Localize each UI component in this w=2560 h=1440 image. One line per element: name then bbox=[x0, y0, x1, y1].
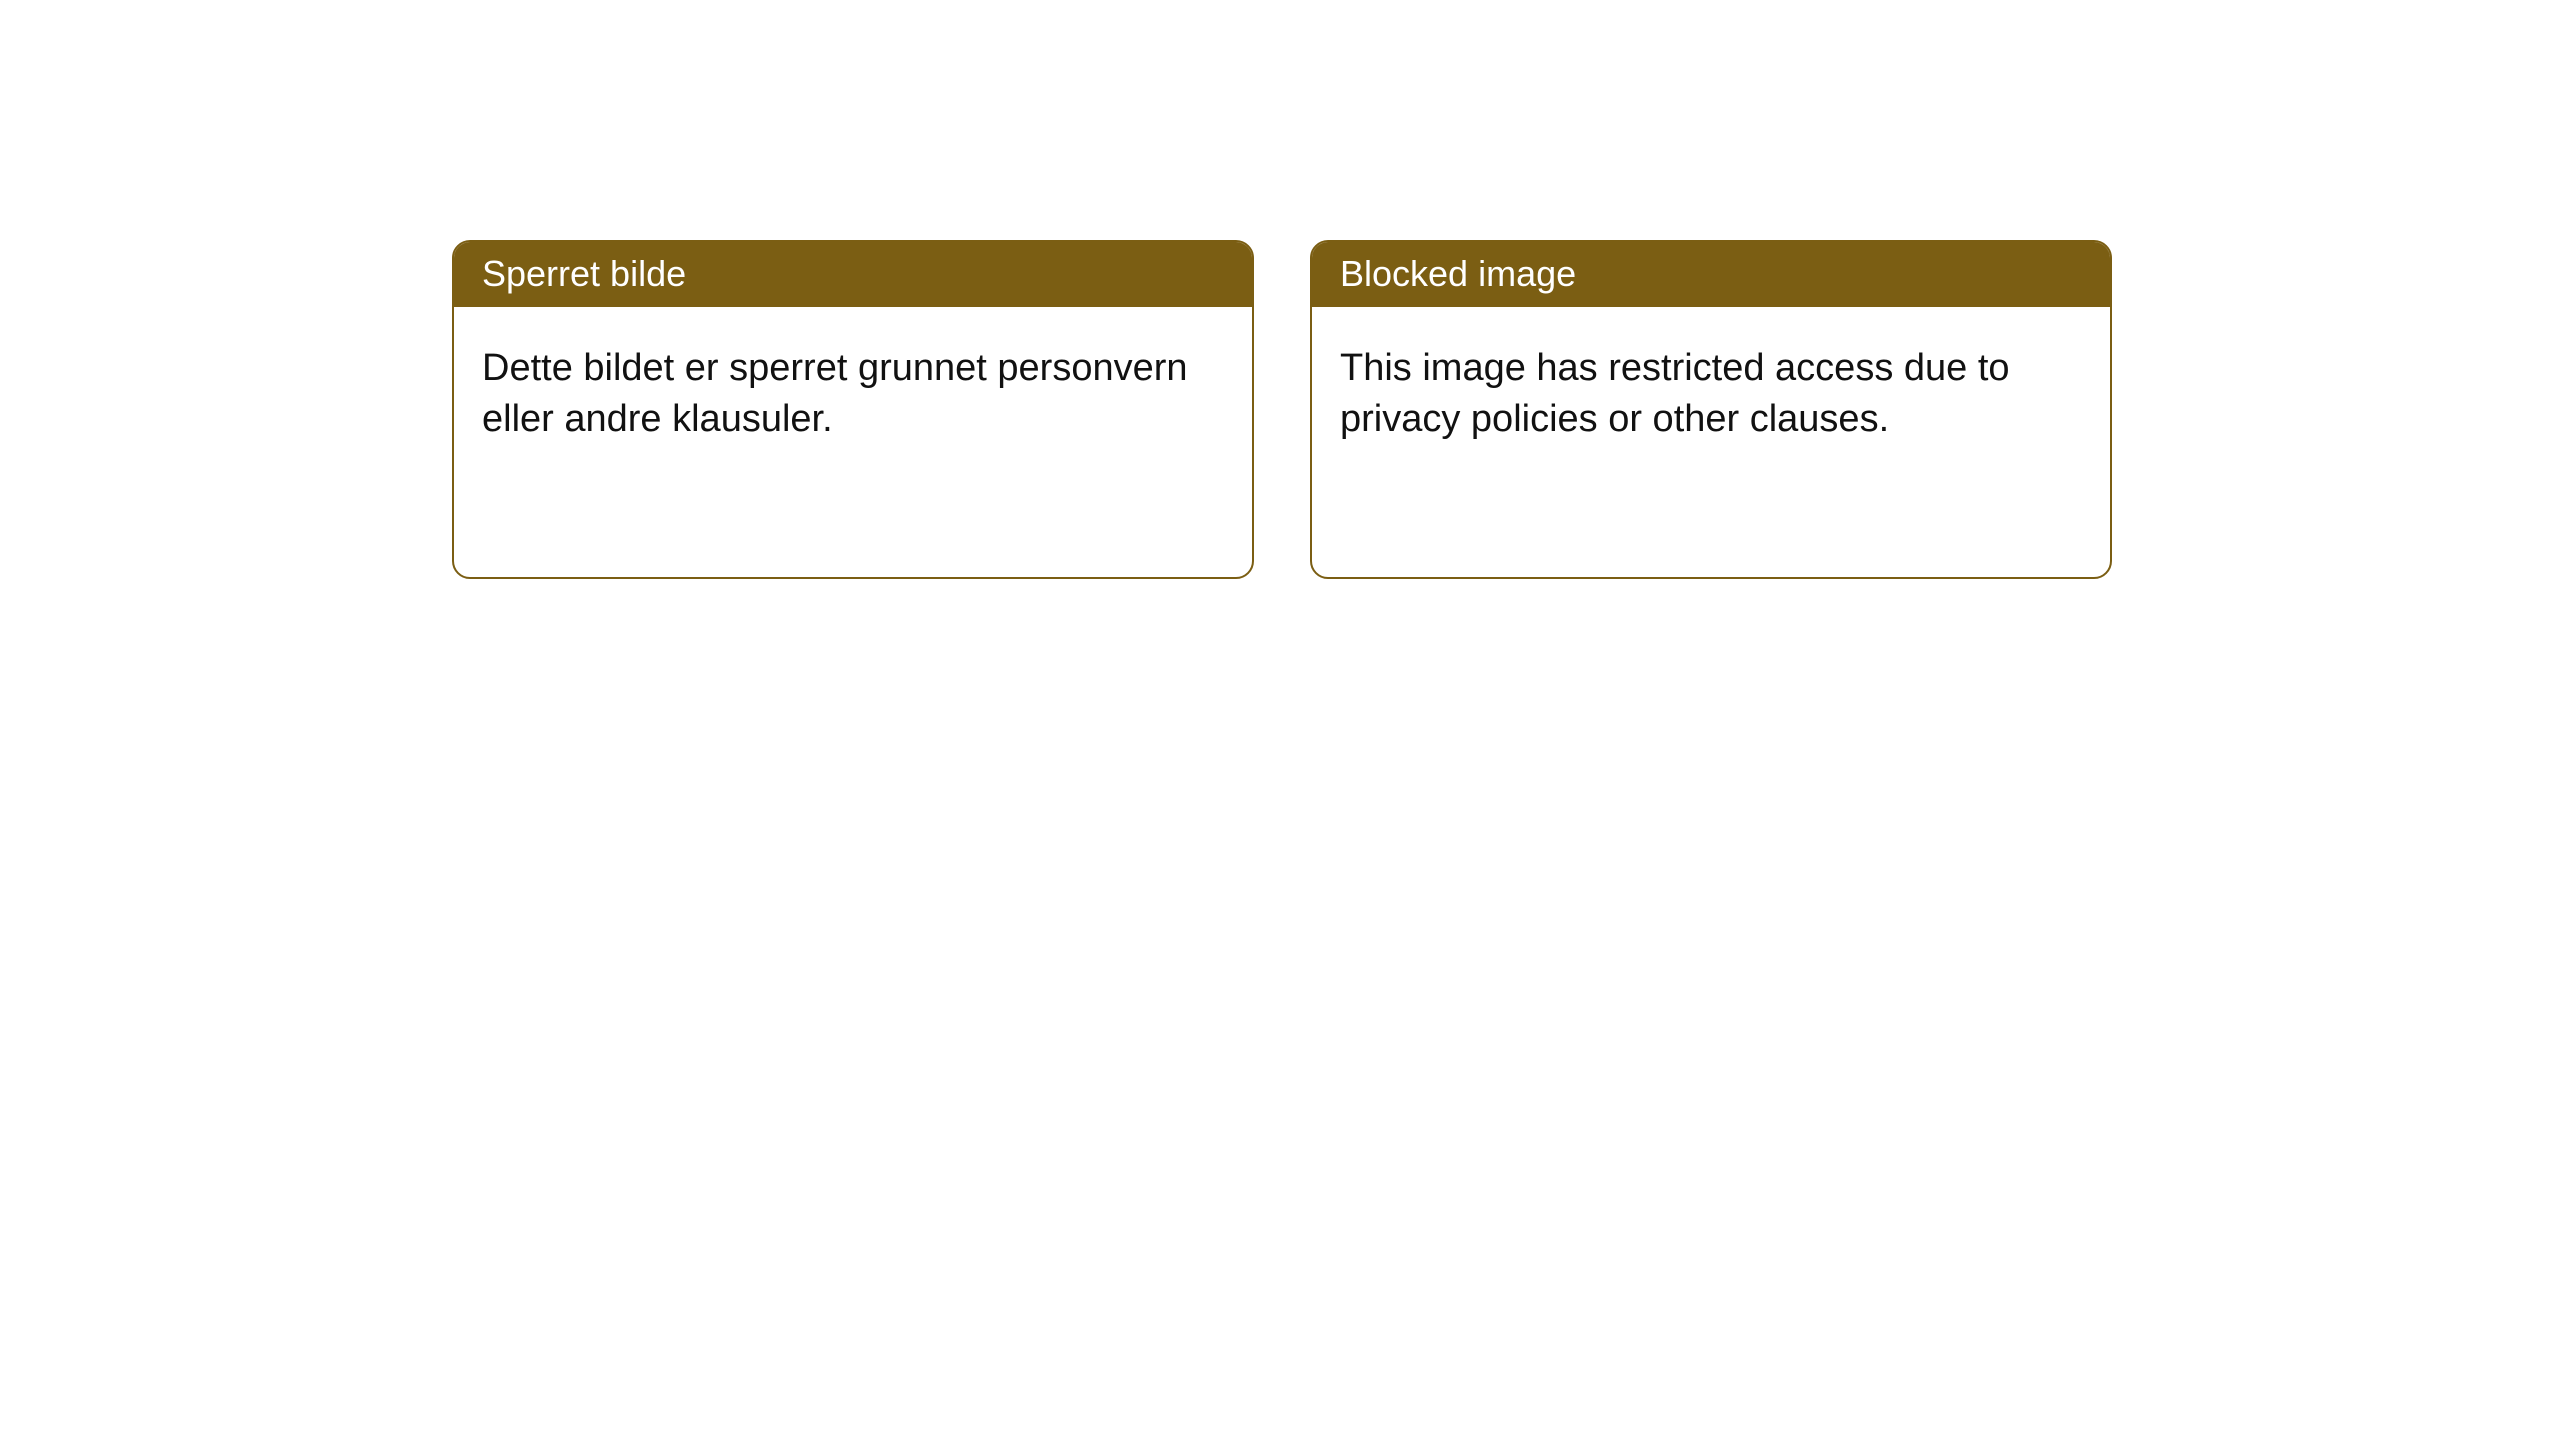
card-title: Sperret bilde bbox=[482, 253, 686, 294]
card-title: Blocked image bbox=[1340, 253, 1576, 294]
card-body: This image has restricted access due to … bbox=[1312, 307, 2110, 577]
card-body: Dette bildet er sperret grunnet personve… bbox=[454, 307, 1252, 577]
card-header: Sperret bilde bbox=[454, 242, 1252, 307]
message-container: Sperret bilde Dette bildet er sperret gr… bbox=[452, 240, 2560, 579]
card-body-text: This image has restricted access due to … bbox=[1340, 347, 2010, 440]
card-body-text: Dette bildet er sperret grunnet personve… bbox=[482, 347, 1188, 440]
blocked-image-card-no: Sperret bilde Dette bildet er sperret gr… bbox=[452, 240, 1254, 579]
blocked-image-card-en: Blocked image This image has restricted … bbox=[1310, 240, 2112, 579]
card-header: Blocked image bbox=[1312, 242, 2110, 307]
